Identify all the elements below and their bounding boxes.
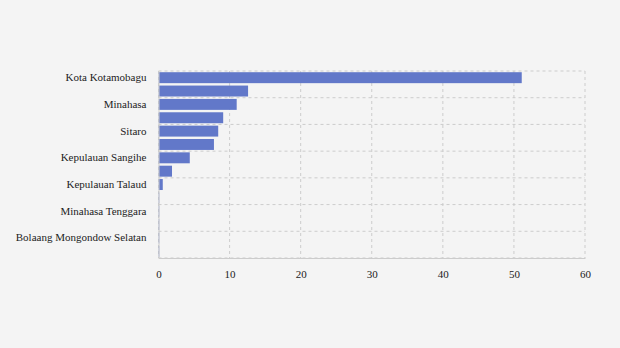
- axis-line: [159, 72, 160, 259]
- tick-label: Kepulauan Sangihe: [61, 151, 147, 163]
- tick-label: 30: [367, 268, 379, 280]
- tick: 20: [296, 258, 308, 280]
- grid-line: [159, 71, 586, 72]
- grid-line: [513, 71, 514, 258]
- tick-label: 40: [438, 268, 450, 280]
- grid-line: [159, 151, 586, 152]
- bar: [159, 112, 224, 123]
- tick-label: Kepulauan Talaud: [67, 178, 147, 190]
- grid-line: [159, 124, 586, 125]
- grid-line: [159, 97, 586, 98]
- grid-line: [159, 231, 586, 232]
- grid-line: [159, 258, 586, 259]
- tick-label: Sitaro: [120, 125, 147, 137]
- tick: 0: [156, 258, 162, 280]
- y-axis: Kota Kotamobagu Minahasa Sitaro Kepulauan S…: [16, 71, 159, 258]
- tick-label: Kota Kotamobagu: [66, 71, 147, 83]
- tick: 30: [367, 258, 379, 280]
- grid-line: [300, 71, 301, 258]
- tick-label: Minahasa: [104, 98, 147, 110]
- tick-label: Minahasa Tenggara: [60, 205, 146, 217]
- bar: [159, 99, 237, 110]
- bar: [159, 126, 219, 137]
- chart: 0 10 20 30 40 50 60 Kota Kotamobagu Minahasa Sita…: [0, 0, 620, 348]
- tick-label: 10: [225, 268, 237, 280]
- tick-label: Bolaang Mongondow Selatan: [16, 231, 147, 243]
- grid-line: [585, 71, 586, 258]
- grid-line: [159, 204, 586, 205]
- tick: Bolaang Mongondow Selatan: [16, 231, 159, 243]
- tick-label: 50: [509, 268, 521, 280]
- tick: 60: [580, 258, 592, 280]
- bar: [159, 166, 173, 177]
- tick-label: 60: [580, 268, 592, 280]
- bar: [159, 139, 214, 150]
- tick-label: 20: [296, 268, 308, 280]
- x-axis: 0 10 20 30 40 50 60: [156, 258, 591, 280]
- grid-line: [442, 71, 443, 258]
- tick: 10: [225, 258, 237, 280]
- tick: Minahasa Tenggara: [60, 205, 158, 217]
- tick: Minahasa: [104, 98, 159, 110]
- tick: 40: [438, 258, 450, 280]
- bar: [159, 72, 522, 83]
- grid: [159, 71, 586, 258]
- tick: 50: [509, 258, 521, 280]
- axis-line: [159, 258, 586, 259]
- tick: Sitaro: [120, 125, 158, 137]
- tick: Kepulauan Sangihe: [61, 151, 159, 163]
- tick-label: 0: [156, 268, 162, 280]
- bars: [159, 72, 522, 257]
- grid-line: [159, 177, 586, 178]
- bar: [159, 86, 249, 97]
- bar: [159, 152, 190, 163]
- grid-line: [158, 71, 159, 258]
- tick: Kota Kotamobagu: [66, 71, 159, 83]
- grid-line: [371, 71, 372, 258]
- tick: Kepulauan Talaud: [67, 178, 159, 190]
